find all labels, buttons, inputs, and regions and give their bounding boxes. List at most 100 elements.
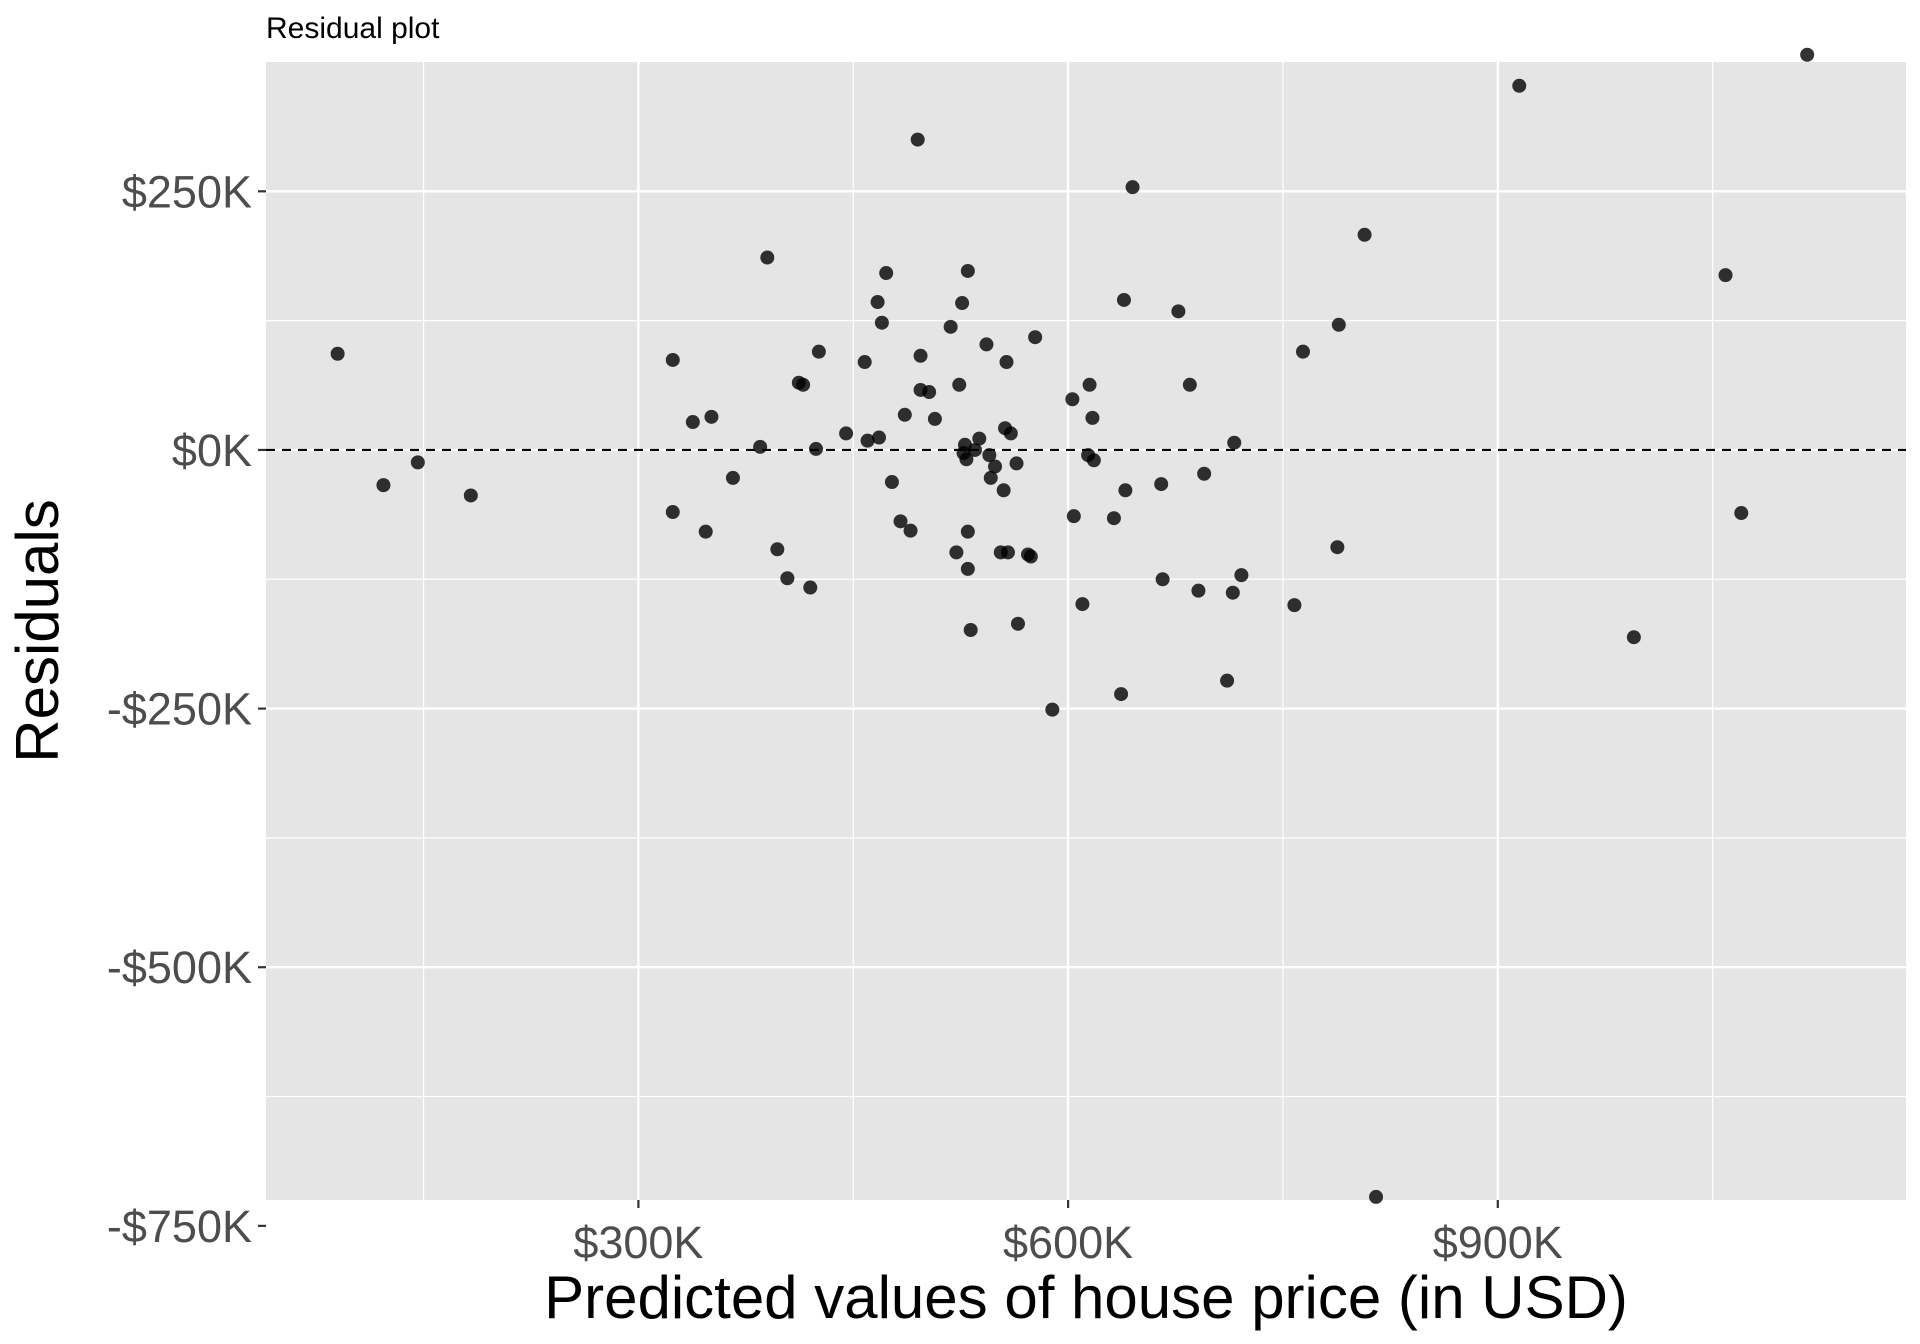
data-point	[955, 296, 970, 311]
data-point	[952, 377, 967, 392]
data-point	[982, 448, 997, 463]
data-point	[1065, 392, 1080, 407]
data-point	[698, 524, 713, 539]
data-point	[927, 411, 942, 426]
data-point	[870, 295, 885, 310]
data-point	[1114, 687, 1129, 702]
data-point	[1225, 585, 1240, 600]
data-point	[999, 355, 1014, 370]
data-point	[1197, 466, 1212, 481]
data-points	[330, 47, 1815, 1204]
y-tick-label: $0K	[172, 425, 252, 476]
data-point	[1734, 506, 1749, 521]
data-point	[903, 523, 918, 538]
y-tick-label: $250K	[122, 166, 252, 217]
data-point	[967, 442, 982, 457]
data-point	[1154, 477, 1169, 492]
data-point	[1155, 572, 1170, 587]
data-point	[972, 431, 987, 446]
data-point	[760, 250, 775, 265]
data-point	[1626, 630, 1641, 645]
data-point	[960, 263, 975, 278]
data-point	[1182, 377, 1197, 392]
data-point	[996, 483, 1011, 498]
data-point	[1066, 509, 1081, 524]
data-point	[1800, 47, 1815, 62]
chart-title: Residual plot	[266, 12, 440, 45]
data-point	[943, 319, 958, 334]
data-point	[1171, 304, 1186, 319]
data-point	[376, 478, 391, 493]
data-point	[857, 355, 872, 370]
data-point	[1003, 426, 1018, 441]
data-point	[753, 439, 768, 454]
data-point	[1028, 330, 1043, 345]
data-point	[780, 571, 795, 586]
data-point	[665, 505, 680, 520]
data-point	[1331, 317, 1346, 332]
data-point	[1000, 545, 1015, 560]
data-point	[1009, 456, 1024, 471]
data-point	[1357, 227, 1372, 242]
data-point	[410, 455, 425, 470]
data-point	[1075, 597, 1090, 612]
minor-gridlines	[266, 62, 1906, 1200]
y-axis-ticks: $250K $0K -$250K -$500K -$750K	[107, 166, 266, 1252]
data-point	[685, 415, 700, 430]
y-tick-label: -$750K	[107, 1201, 252, 1252]
data-point	[988, 459, 1003, 474]
data-point	[1118, 483, 1133, 498]
data-point	[949, 545, 964, 560]
data-point	[1512, 78, 1527, 93]
data-point	[770, 542, 785, 557]
data-point	[872, 430, 887, 445]
x-tick-label: $600K	[1003, 1217, 1133, 1268]
data-point	[884, 475, 899, 490]
data-point	[1220, 673, 1235, 688]
x-tick-label: $900K	[1433, 1217, 1563, 1268]
data-point	[1234, 568, 1249, 583]
data-point	[910, 132, 925, 147]
data-point	[725, 470, 740, 485]
y-tick-label: -$250K	[107, 684, 252, 735]
data-point	[1191, 583, 1206, 598]
data-point	[960, 524, 975, 539]
data-point	[960, 561, 975, 576]
plot-panel	[266, 62, 1906, 1200]
data-point	[874, 315, 889, 330]
data-point	[1295, 344, 1310, 359]
data-point	[1718, 268, 1733, 283]
data-point	[1082, 377, 1097, 392]
data-point	[879, 266, 894, 281]
data-point	[839, 426, 854, 441]
data-point	[1085, 410, 1100, 425]
data-point	[959, 452, 974, 467]
y-tick-label: -$500K	[107, 942, 252, 993]
data-point	[809, 441, 824, 456]
data-point	[979, 337, 994, 352]
data-point	[922, 385, 937, 400]
data-point	[1010, 616, 1025, 631]
data-point	[1227, 435, 1242, 450]
data-point	[983, 470, 998, 485]
data-point	[893, 514, 908, 529]
data-point	[704, 409, 719, 424]
data-point	[796, 377, 811, 392]
data-point	[963, 622, 978, 637]
data-point	[1023, 549, 1038, 564]
data-point	[1045, 702, 1060, 717]
data-point	[811, 344, 826, 359]
data-point	[330, 346, 345, 361]
x-axis-ticks: $300K $600K $900K	[573, 1200, 1563, 1268]
x-axis-title: Predicted values of house price (in USD)	[544, 1264, 1628, 1331]
data-point	[1116, 292, 1131, 307]
data-point	[913, 348, 928, 363]
data-point	[1106, 511, 1121, 526]
data-point	[665, 352, 680, 367]
data-point	[803, 580, 818, 595]
y-axis-title: Residuals	[4, 499, 71, 762]
data-point	[897, 407, 912, 422]
data-point	[1330, 540, 1345, 555]
data-point	[1125, 180, 1140, 195]
